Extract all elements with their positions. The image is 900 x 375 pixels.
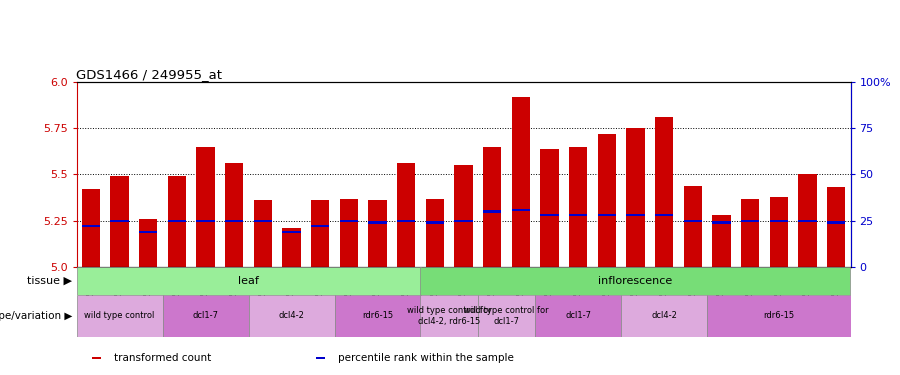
- Bar: [92, 357, 101, 359]
- Bar: [540, 214, 559, 216]
- Bar: [316, 357, 325, 359]
- Bar: [76, 267, 420, 295]
- Bar: [310, 225, 329, 227]
- Bar: [827, 222, 845, 224]
- Bar: [310, 200, 329, 267]
- Bar: [82, 225, 100, 227]
- Bar: [798, 174, 817, 267]
- Bar: [110, 220, 129, 222]
- Bar: [420, 267, 850, 295]
- Bar: [511, 97, 530, 267]
- Bar: [196, 147, 215, 267]
- Bar: [655, 117, 673, 267]
- Bar: [254, 200, 272, 267]
- Bar: [225, 220, 244, 222]
- Text: dcl4-2: dcl4-2: [652, 312, 677, 321]
- Bar: [478, 295, 536, 337]
- Text: rdr6-15: rdr6-15: [362, 312, 393, 321]
- Text: leaf: leaf: [238, 276, 259, 286]
- Text: wild type control: wild type control: [85, 312, 155, 321]
- Bar: [254, 220, 272, 222]
- Bar: [741, 220, 760, 222]
- Bar: [598, 134, 616, 267]
- Bar: [454, 165, 472, 267]
- Text: wild type control for
dcl4-2, rdr6-15: wild type control for dcl4-2, rdr6-15: [407, 306, 491, 326]
- Bar: [339, 198, 358, 267]
- Bar: [335, 295, 420, 337]
- Bar: [621, 295, 707, 337]
- Bar: [139, 231, 158, 233]
- Text: wild type control for
dcl1-7: wild type control for dcl1-7: [464, 306, 549, 326]
- Text: rdr6-15: rdr6-15: [763, 312, 795, 321]
- Bar: [76, 295, 163, 337]
- Text: inflorescence: inflorescence: [598, 276, 672, 286]
- Text: tissue ▶: tissue ▶: [27, 276, 72, 286]
- Bar: [626, 214, 644, 216]
- Bar: [167, 220, 186, 222]
- Bar: [368, 200, 387, 267]
- Bar: [712, 215, 731, 267]
- Bar: [82, 189, 100, 267]
- Bar: [569, 214, 588, 216]
- Bar: [248, 295, 335, 337]
- Text: dcl1-7: dcl1-7: [565, 312, 591, 321]
- Bar: [482, 147, 501, 267]
- Bar: [798, 220, 817, 222]
- Bar: [707, 295, 850, 337]
- Bar: [283, 231, 301, 233]
- Bar: [397, 164, 416, 267]
- Bar: [741, 198, 760, 267]
- Bar: [397, 220, 416, 222]
- Bar: [339, 220, 358, 222]
- Bar: [683, 220, 702, 222]
- Bar: [569, 147, 588, 267]
- Bar: [770, 220, 788, 222]
- Bar: [163, 295, 248, 337]
- Bar: [368, 222, 387, 224]
- Text: GDS1466 / 249955_at: GDS1466 / 249955_at: [76, 68, 222, 81]
- Text: transformed count: transformed count: [114, 353, 212, 363]
- Bar: [426, 222, 445, 224]
- Bar: [598, 214, 616, 216]
- Bar: [827, 188, 845, 267]
- Bar: [540, 148, 559, 267]
- Bar: [683, 186, 702, 267]
- Bar: [770, 197, 788, 267]
- Bar: [225, 164, 244, 267]
- Bar: [511, 209, 530, 211]
- Bar: [110, 176, 129, 267]
- Bar: [426, 198, 445, 267]
- Bar: [420, 295, 478, 337]
- Text: dcl4-2: dcl4-2: [279, 312, 304, 321]
- Bar: [283, 228, 301, 267]
- Text: dcl1-7: dcl1-7: [193, 312, 219, 321]
- Bar: [482, 210, 501, 213]
- Bar: [655, 214, 673, 216]
- Bar: [626, 128, 644, 267]
- Bar: [196, 220, 215, 222]
- Text: percentile rank within the sample: percentile rank within the sample: [338, 353, 514, 363]
- Bar: [454, 220, 472, 222]
- Bar: [139, 219, 158, 267]
- Bar: [536, 295, 621, 337]
- Bar: [167, 176, 186, 267]
- Bar: [712, 222, 731, 224]
- Text: genotype/variation ▶: genotype/variation ▶: [0, 311, 72, 321]
